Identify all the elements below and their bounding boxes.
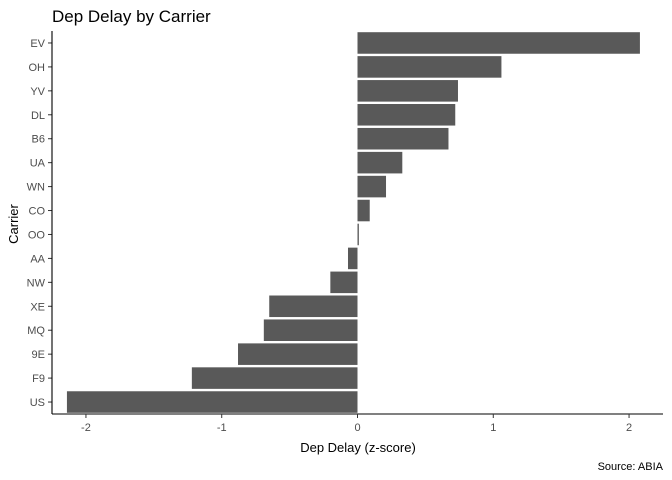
chart-title: Dep Delay by Carrier (52, 7, 211, 26)
y-tick-label-dl: DL (31, 110, 45, 122)
y-tick-label-f9: F9 (32, 373, 45, 385)
bar-nw (330, 271, 358, 294)
x-tick-label: 0 (354, 422, 360, 434)
y-tick-label-xe: XE (30, 301, 45, 313)
x-axis: -2 -1 0 1 2 (52, 413, 663, 434)
y-tick-label-yv: YV (30, 86, 45, 98)
bar-ua (357, 151, 403, 174)
x-tick-label: 1 (490, 422, 496, 434)
y-tick-label-ev: EV (30, 38, 45, 50)
bar-wn (357, 175, 387, 198)
y-tick-label-b6: B6 (32, 134, 45, 146)
x-tick-label: -1 (217, 422, 227, 434)
bar-yv (357, 80, 458, 102)
bars-group (66, 32, 640, 413)
y-tick-label-oo: OO (28, 229, 46, 241)
y-tick-label-aa: AA (30, 253, 45, 265)
y-tick-label-nw: NW (27, 277, 46, 289)
y-tick-label-9e: 9E (32, 349, 45, 361)
y-axis: EV OH YV DL B6 UA WN CO OO AA NW XE MQ 9E F9 US (27, 31, 53, 414)
y-tick-label-co: CO (29, 206, 46, 218)
y-tick-label-mq: MQ (27, 325, 45, 337)
x-axis-title: Dep Delay (z-score) (300, 440, 416, 455)
chart-caption: Source: ABIA (598, 461, 664, 473)
bar-ev (357, 32, 640, 54)
bar-dl (357, 104, 456, 126)
bar-aa (347, 247, 358, 270)
bar-co (357, 199, 370, 222)
bar-mq (263, 319, 358, 341)
x-tick-label: 2 (626, 422, 632, 434)
bar-xe (269, 295, 358, 318)
y-tick-label-ua: UA (30, 158, 46, 170)
y-tick-label-us: US (30, 397, 45, 409)
x-tick-label: -2 (81, 422, 91, 434)
bar-oh (357, 56, 502, 78)
y-tick-label-wn: WN (27, 182, 45, 194)
bar-oo (357, 223, 359, 246)
bar-b6 (357, 127, 449, 150)
bar-9e (238, 343, 358, 365)
y-axis-title: Carrier (6, 203, 21, 243)
y-tick-label-oh: OH (29, 62, 46, 74)
bar-us (66, 391, 358, 413)
bar-f9 (191, 367, 358, 389)
